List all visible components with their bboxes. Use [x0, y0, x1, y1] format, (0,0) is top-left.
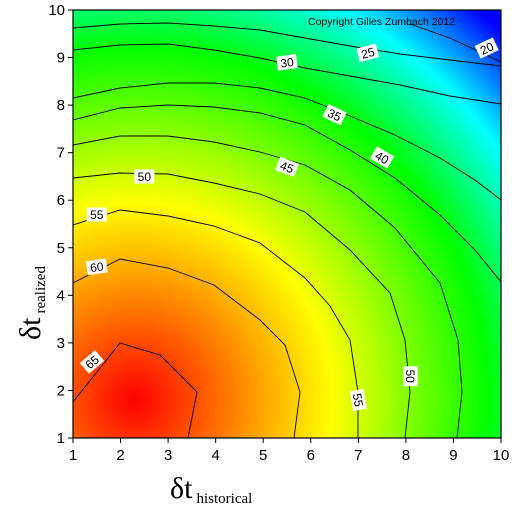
x-tick-label: 10 — [493, 447, 510, 464]
contour-label-background — [322, 104, 347, 126]
x-axis-label: δt historical — [170, 472, 252, 507]
y-tick-label: 10 — [48, 2, 65, 19]
contour-label: 50 — [134, 169, 155, 184]
contour-line-35 — [73, 82, 501, 201]
contour-label: 65 — [79, 350, 105, 374]
contour-line-25 — [73, 22, 501, 67]
y-tick-label: 1 — [57, 430, 65, 447]
x-tick-label: 2 — [116, 447, 124, 464]
contour-label-text: 25 — [360, 45, 377, 62]
contour-label: 20 — [474, 37, 499, 59]
contour-line-55 — [73, 209, 359, 438]
y-axis-ticks: 1 2 3 4 5 6 7 8 9 10 — [48, 2, 73, 447]
contour-label-background — [79, 350, 105, 374]
y-tick-label: 7 — [57, 145, 65, 162]
contour-label: 60 — [85, 258, 108, 276]
y-tick-label: 6 — [57, 192, 65, 209]
contour-label-background — [85, 258, 108, 276]
contour-label-text: 45 — [278, 159, 296, 177]
x-tick-label: 3 — [164, 447, 172, 464]
contour-label-background — [403, 366, 418, 387]
contour-label: 45 — [275, 156, 299, 177]
contour-label-background — [276, 53, 298, 71]
contour-label-background — [474, 37, 499, 59]
x-tick-label: 7 — [354, 447, 362, 464]
contour-label: 50 — [403, 366, 418, 387]
heatmap-surface — [73, 10, 501, 438]
contour-line-60 — [73, 258, 301, 438]
contour-labels: 20 25 30 35 40 45 50 55 60 65 55 50 — [79, 37, 499, 412]
y-axis-label-main: δt — [14, 317, 47, 340]
x-tick-label: 4 — [211, 447, 219, 464]
contour-label-text: 40 — [373, 148, 392, 167]
contour-label: 55 — [349, 388, 367, 412]
contour-label: 40 — [369, 146, 395, 169]
contour-label: 25 — [356, 43, 380, 63]
x-tick-label: 5 — [259, 447, 267, 464]
contour-label-background — [134, 169, 155, 184]
y-axis-label-sub: realized — [33, 266, 49, 314]
x-tick-label: 1 — [69, 447, 77, 464]
contour-label-text: 50 — [138, 170, 152, 184]
x-tick-label: 9 — [449, 447, 457, 464]
y-tick-label: 5 — [57, 240, 65, 257]
y-tick-label: 4 — [57, 287, 65, 304]
y-tick-label: 3 — [57, 335, 65, 352]
copyright-notice: Copyright Gilles Zumbach 2012 — [308, 16, 455, 28]
y-tick-label: 2 — [57, 382, 65, 399]
contour-label: 55 — [86, 207, 107, 222]
y-tick-label: 8 — [57, 97, 65, 114]
contour-line-40 — [73, 104, 501, 283]
y-tick-label: 9 — [57, 50, 65, 67]
contour-line-45 — [73, 135, 463, 438]
contour-label-text: 50 — [403, 369, 417, 383]
contour-label-text: 30 — [279, 55, 294, 71]
x-axis-label-sub: historical — [196, 491, 252, 507]
x-tick-label: 8 — [402, 447, 410, 464]
x-tick-label: 6 — [307, 447, 315, 464]
plot-frame — [72, 9, 502, 439]
contour-line-65 — [73, 342, 198, 438]
contour-label-text: 20 — [478, 39, 496, 57]
contour-label-text: 55 — [350, 392, 366, 408]
contour-label-text: 55 — [90, 208, 104, 222]
contour-label-background — [275, 156, 299, 177]
x-axis-label-main: δt — [170, 472, 193, 505]
contour-line-20 — [409, 23, 501, 63]
contour-label-text: 60 — [89, 259, 104, 275]
contour-label-background — [369, 146, 395, 169]
contour-label: 35 — [322, 104, 347, 126]
contour-label-background — [349, 388, 367, 412]
contour-label: 30 — [276, 53, 298, 71]
x-axis-ticks: 1 2 3 4 5 6 7 8 9 10 — [69, 438, 510, 464]
contour-label-background — [356, 43, 380, 63]
y-axis-label: δt realized — [14, 266, 49, 340]
contour-label-background — [86, 207, 107, 222]
contour-label-text: 35 — [325, 106, 343, 124]
